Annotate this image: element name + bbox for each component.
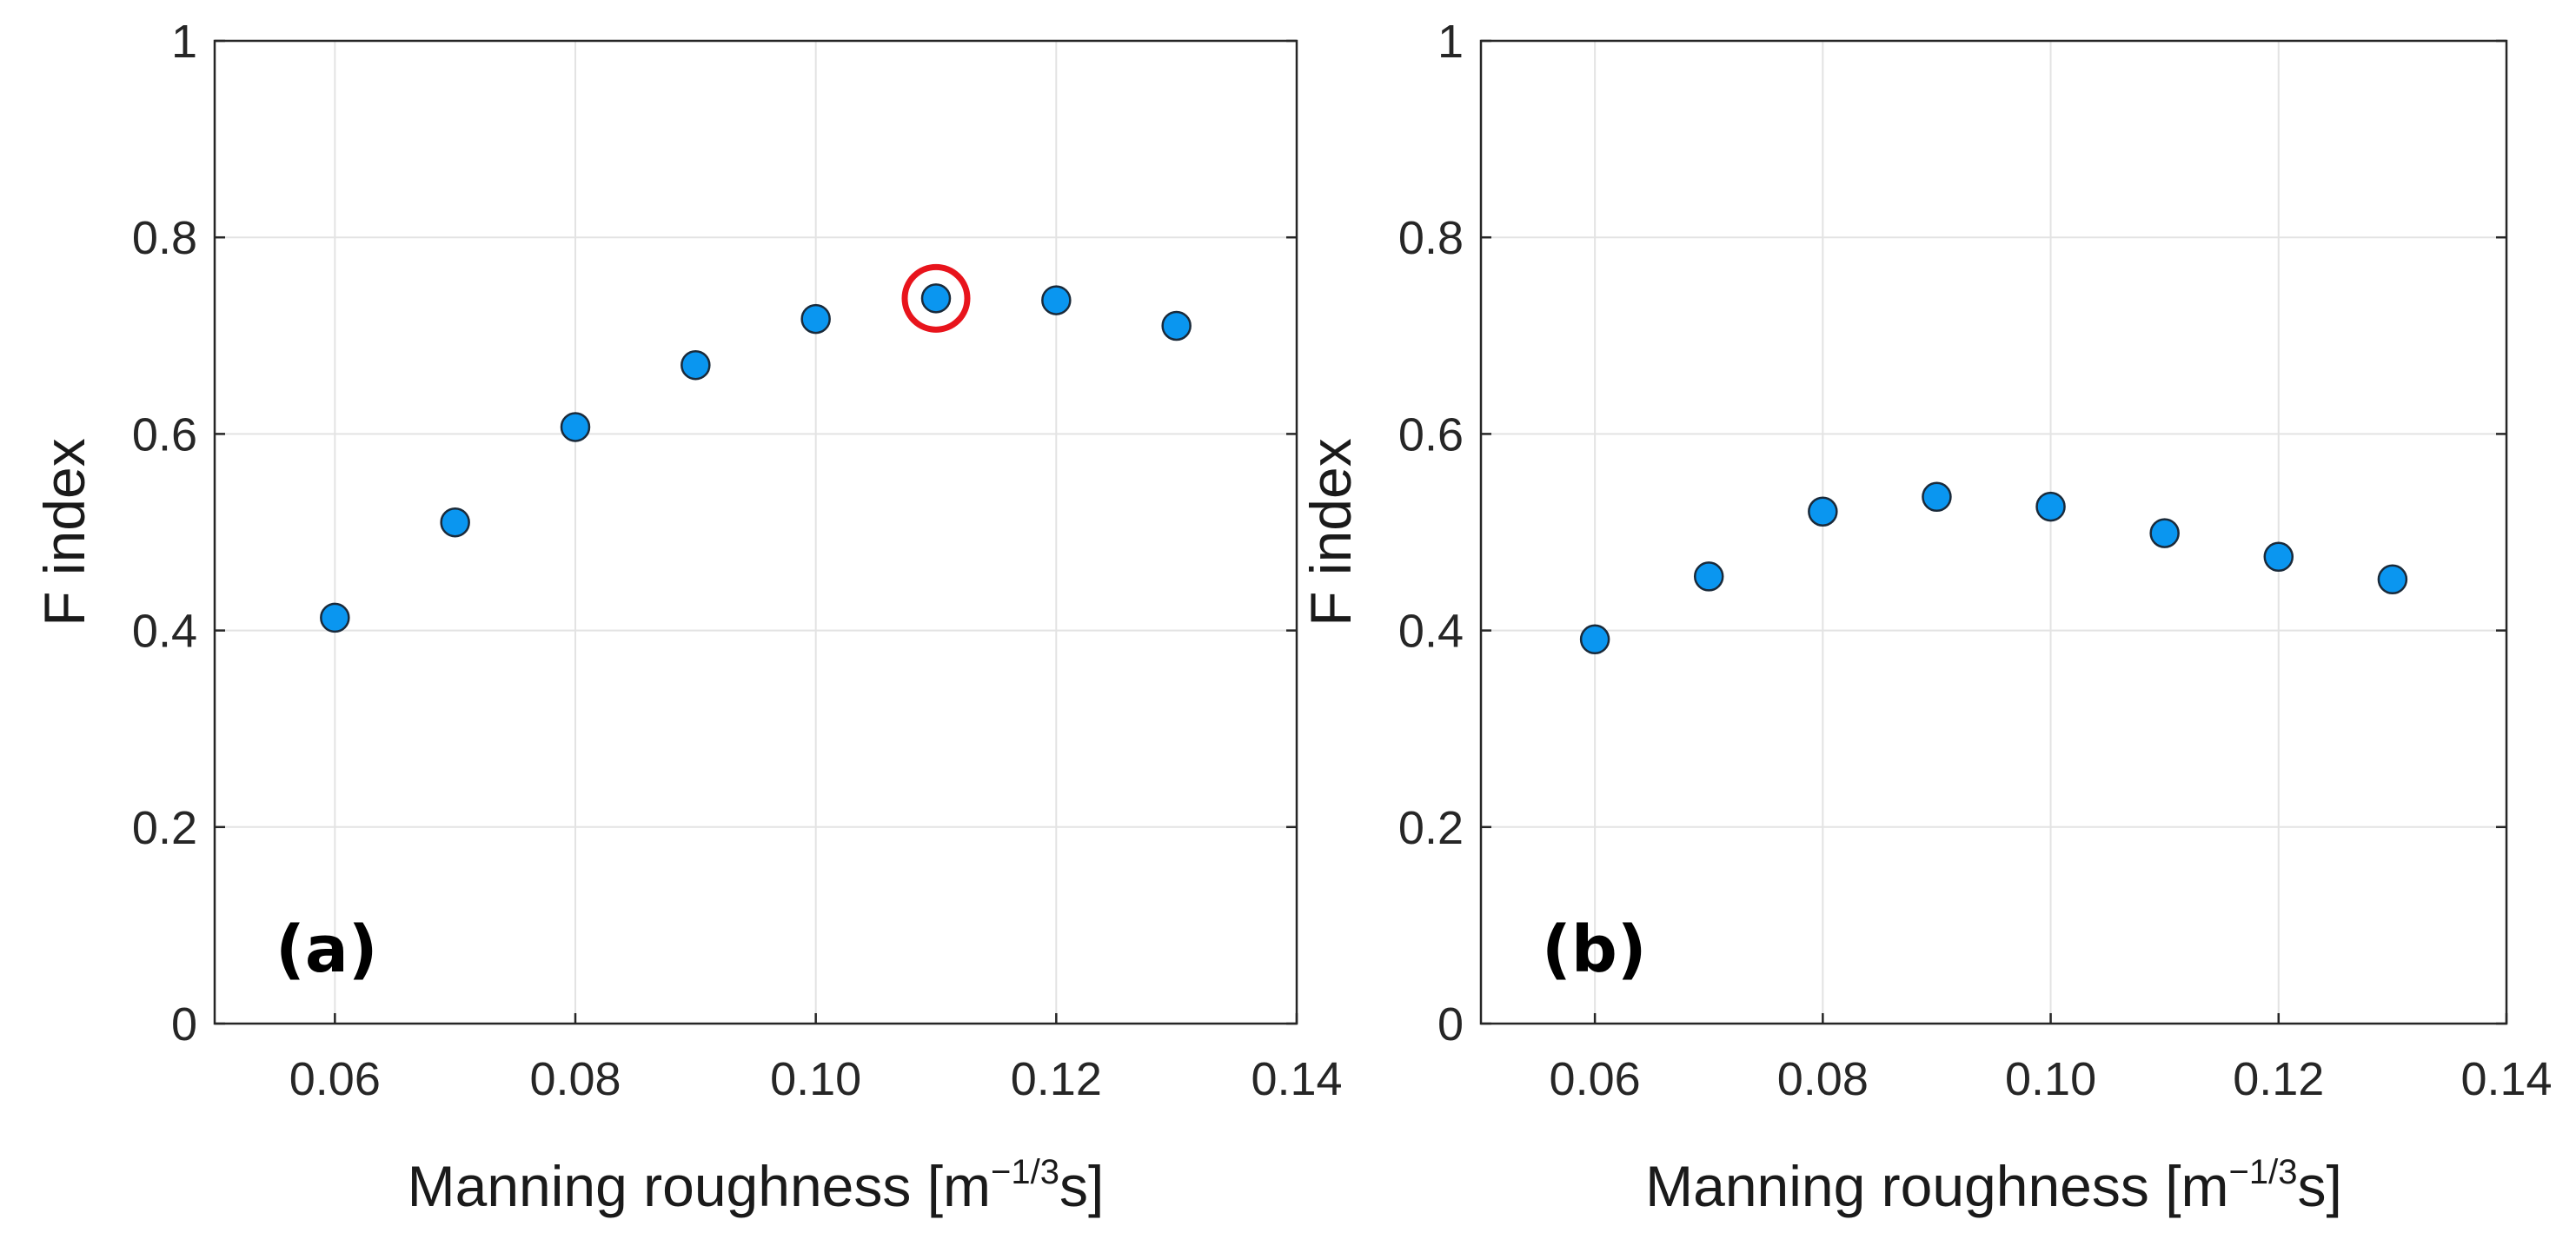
x-axis-label-main: Manning roughness [m	[1645, 1154, 2228, 1218]
data-point	[2035, 491, 2066, 522]
x-axis-label-unit: s]	[1059, 1154, 1104, 1218]
y-tick-label: 1	[1437, 16, 1464, 68]
data-point	[2263, 541, 2294, 573]
y-tick-label: 0.2	[1398, 802, 1464, 854]
plot-area	[1481, 41, 2506, 1024]
x-axis-label: Manning roughness [m−1/3s]	[408, 1153, 1105, 1218]
x-tick-label: 0.08	[1777, 1053, 1869, 1105]
y-tick-label: 0.6	[1398, 408, 1464, 461]
panel-label: (b)	[1542, 912, 1647, 987]
data-point	[1041, 285, 1072, 315]
x-tick-label: 0.14	[1251, 1053, 1342, 1105]
x-axis-label-unit: s]	[2298, 1154, 2342, 1218]
x-axis-label-exponent: −1/3	[2229, 1153, 2298, 1191]
y-tick-label: 0.8	[1398, 212, 1464, 264]
data-point	[1161, 310, 1192, 341]
y-tick-label: 0.8	[132, 212, 197, 264]
x-tick-label: 0.06	[1550, 1053, 1641, 1105]
data-point	[920, 283, 952, 314]
x-tick-label: 0.08	[529, 1053, 621, 1105]
x-tick-label: 0.12	[2233, 1053, 2324, 1105]
panel-label: (a)	[276, 912, 378, 987]
data-point	[800, 303, 831, 335]
plot-panel-b: 0.06 0.08 0.10 0.12 0.14 0 0.2 0.4 0.6 0.8 1 Mannin…	[1298, 16, 2553, 1218]
x-tick-label: 0.12	[1011, 1053, 1102, 1105]
data-point	[2377, 564, 2408, 595]
y-axis-label: F index	[32, 438, 96, 626]
y-tick-label: 0.2	[132, 802, 197, 854]
y-tick-label: 0.6	[132, 408, 197, 461]
data-point	[1808, 496, 1838, 527]
y-tick-label: 0.4	[132, 606, 197, 658]
y-axis-label: F index	[1298, 438, 1363, 626]
plot-panel-a: 0.06 0.08 0.10 0.12 0.14 0 0.2 0.4 0.6 0.8 1 Mannin…	[32, 16, 1343, 1218]
y-tick-label: 0.4	[1398, 606, 1464, 658]
plot-area	[215, 41, 1297, 1024]
x-tick-label: 0.14	[2460, 1053, 2552, 1105]
y-tick-label: 1	[171, 16, 197, 68]
highlight-circle	[901, 263, 971, 333]
x-tick-label: 0.10	[2005, 1053, 2096, 1105]
data-point	[440, 507, 470, 538]
data-point	[320, 602, 350, 633]
data-point	[1579, 624, 1610, 655]
x-tick-label: 0.06	[289, 1053, 381, 1105]
y-tick-label: 0	[171, 998, 197, 1051]
data-point	[560, 412, 591, 442]
data-point	[1693, 561, 1724, 592]
x-axis-label: Manning roughness [m−1/3s]	[1645, 1153, 2342, 1218]
x-axis-label-exponent: −1/3	[991, 1153, 1059, 1191]
data-point	[1922, 481, 1952, 513]
axes-box	[1479, 39, 2508, 1025]
y-tick-label: 0	[1437, 998, 1464, 1051]
data-point	[681, 349, 711, 381]
x-tick-label: 0.10	[770, 1053, 861, 1105]
data-point	[2149, 518, 2180, 548]
axes-box	[213, 39, 1298, 1025]
x-axis-label-main: Manning roughness [m	[408, 1154, 991, 1218]
